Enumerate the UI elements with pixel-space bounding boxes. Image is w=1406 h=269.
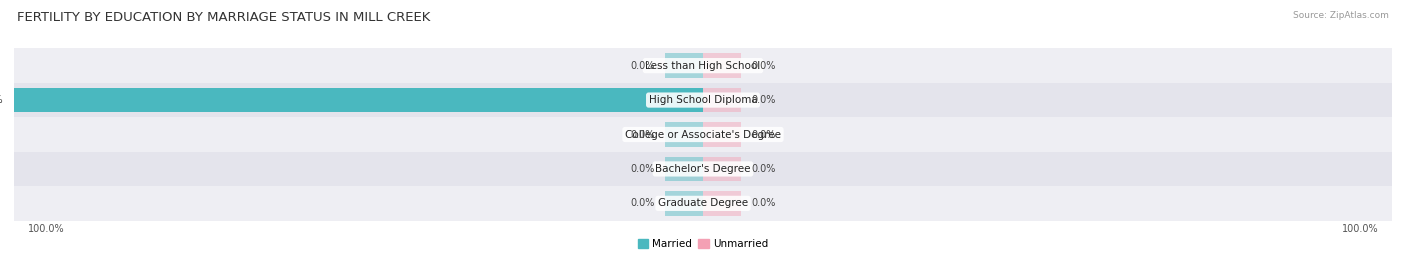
Bar [703,191,741,216]
Text: 0.0%: 0.0% [751,164,776,174]
Bar [703,122,741,147]
Text: 0.0%: 0.0% [630,61,655,71]
Text: 0.0%: 0.0% [751,198,776,208]
Bar [665,122,703,147]
Text: Less than High School: Less than High School [645,61,761,71]
Text: 0.0%: 0.0% [630,129,655,140]
Text: Graduate Degree: Graduate Degree [658,198,748,208]
Bar [14,48,1392,83]
Text: 100.0%: 100.0% [1341,224,1378,234]
Text: Bachelor's Degree: Bachelor's Degree [655,164,751,174]
Bar [14,117,1392,152]
Text: 100.0%: 100.0% [28,224,65,234]
Text: 0.0%: 0.0% [751,129,776,140]
Bar [665,157,703,181]
Bar [665,191,703,216]
Text: Source: ZipAtlas.com: Source: ZipAtlas.com [1294,11,1389,20]
Text: High School Diploma: High School Diploma [648,95,758,105]
Bar [14,83,1392,117]
Bar [14,186,1392,221]
Text: 0.0%: 0.0% [751,61,776,71]
Bar [703,157,741,181]
Text: College or Associate's Degree: College or Associate's Degree [626,129,780,140]
Text: 0.0%: 0.0% [630,198,655,208]
Legend: Married, Unmarried: Married, Unmarried [634,235,772,253]
Bar [703,88,741,112]
Text: 100.0%: 100.0% [0,95,4,105]
Bar [14,152,1392,186]
Text: 0.0%: 0.0% [630,164,655,174]
Text: FERTILITY BY EDUCATION BY MARRIAGE STATUS IN MILL CREEK: FERTILITY BY EDUCATION BY MARRIAGE STATU… [17,11,430,24]
Text: 0.0%: 0.0% [751,95,776,105]
Bar [665,53,703,78]
Bar [703,53,741,78]
Bar [14,88,703,112]
